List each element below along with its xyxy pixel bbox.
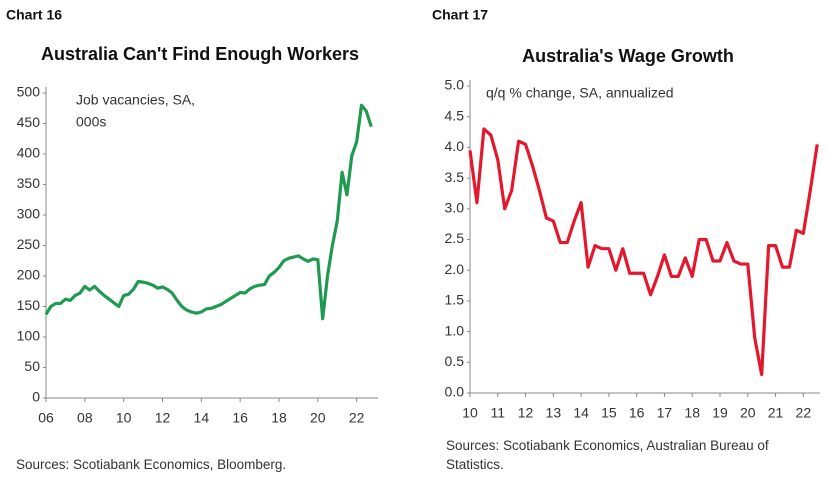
y-tick-label: 4.0 — [445, 138, 465, 154]
y-tick-label: 0.0 — [445, 384, 465, 400]
y-tick-label: 300 — [17, 206, 41, 222]
x-tick-label: 14 — [573, 405, 589, 421]
x-tick-label: 20 — [740, 405, 756, 421]
annotation: 000s — [76, 114, 106, 130]
y-tick-label: 150 — [17, 297, 41, 313]
data-line — [468, 127, 819, 377]
y-tick-label: 200 — [17, 267, 41, 283]
data-line — [44, 103, 373, 321]
x-tick-label: 22 — [349, 410, 365, 426]
y-tick-label: 250 — [17, 236, 41, 252]
x-tick-label: 12 — [155, 410, 171, 426]
x-tick-label: 10 — [116, 410, 132, 426]
x-tick-label: 11 — [491, 405, 506, 421]
x-tick-label: 10 — [462, 405, 478, 421]
y-tick-label: 0.5 — [445, 353, 465, 369]
x-tick-label: 17 — [657, 405, 673, 421]
x-tick-label: 08 — [77, 410, 93, 426]
annotation: Job vacancies, SA, — [76, 92, 195, 108]
y-tick-label: 1.5 — [445, 292, 465, 308]
x-tick-label: 19 — [712, 405, 728, 421]
y-tick-label: 450 — [17, 114, 41, 130]
x-tick-label: 18 — [271, 410, 287, 426]
y-tick-label: 2.0 — [445, 261, 465, 277]
y-tick-label: 50 — [24, 358, 40, 374]
x-tick-label: 16 — [629, 405, 645, 421]
y-tick-label: 3.5 — [445, 169, 465, 185]
annotation: q/q % change, SA, annualized — [486, 85, 674, 101]
y-tick-label: 0 — [32, 389, 40, 405]
y-tick-label: 100 — [17, 328, 41, 344]
chart-title: Australia Can't Find Enough Workers — [41, 44, 359, 64]
x-tick-label: 22 — [796, 405, 812, 421]
x-tick-label: 16 — [232, 410, 248, 426]
source: Sources: Scotiabank Economics, Bloomberg… — [16, 457, 286, 472]
x-tick-label: 06 — [38, 410, 54, 426]
x-tick-label: 12 — [518, 405, 534, 421]
y-tick-label: 5.0 — [445, 77, 465, 93]
x-tick-label: 18 — [684, 405, 700, 421]
x-tick-label: 20 — [310, 410, 326, 426]
y-tick-label: 1.0 — [445, 322, 465, 338]
y-tick-label: 2.5 — [445, 230, 465, 246]
chart-title: Australia's Wage Growth — [522, 46, 734, 66]
y-tick-label: 4.5 — [445, 107, 465, 123]
y-tick-label: 400 — [17, 145, 41, 161]
chart-label: Chart 16 — [6, 7, 62, 23]
source: Sources: Scotiabank Economics, Australia… — [446, 438, 769, 472]
y-tick-label: 500 — [17, 84, 41, 100]
x-tick-label: 15 — [601, 405, 617, 421]
x-tick-label: 21 — [768, 405, 784, 421]
x-tick-label: 14 — [194, 410, 210, 426]
chart-label: Chart 17 — [432, 7, 488, 23]
y-tick-label: 3.0 — [445, 200, 465, 216]
x-tick-label: 13 — [546, 405, 562, 421]
y-tick-label: 350 — [17, 175, 41, 191]
